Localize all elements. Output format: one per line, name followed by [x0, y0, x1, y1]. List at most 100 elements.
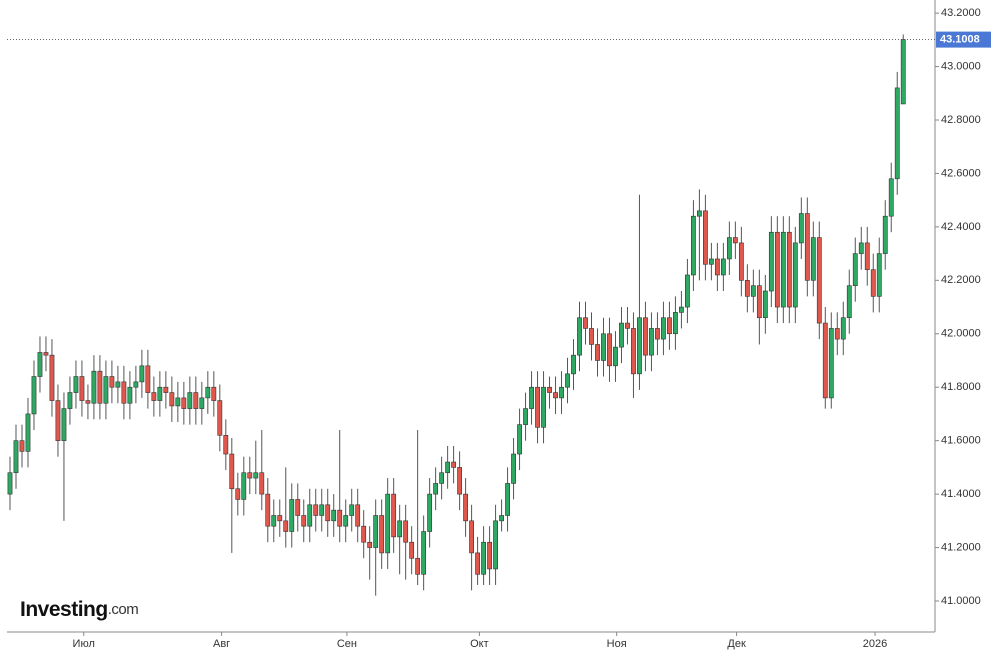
candle-body	[55, 400, 61, 441]
candle-body	[295, 499, 301, 516]
candle-body	[229, 453, 235, 490]
candle-body	[19, 440, 25, 452]
candle-body	[307, 504, 313, 527]
candle-body	[187, 392, 193, 409]
logo: Investing.com	[20, 598, 138, 621]
candle-body	[565, 373, 570, 388]
candle-body	[541, 386, 546, 428]
candle-body	[649, 328, 654, 356]
candle-body	[619, 322, 624, 348]
candle-body	[679, 306, 684, 313]
candle-body	[481, 541, 486, 575]
candle-body	[475, 552, 480, 575]
candle-body	[61, 408, 67, 441]
candle-body	[732, 237, 738, 244]
candle-body	[804, 213, 810, 281]
candle-body	[217, 400, 223, 436]
candle-body	[900, 39, 906, 105]
candle-body	[265, 493, 271, 527]
candle-body	[487, 541, 492, 570]
candle-body	[750, 285, 756, 297]
candle-body	[511, 453, 516, 484]
candle-body	[67, 392, 73, 409]
candle-body	[774, 231, 780, 308]
candle-body	[691, 215, 696, 276]
y-tick-label: 43.2000	[941, 7, 981, 19]
candle-body	[193, 392, 199, 409]
candle-body	[421, 531, 427, 575]
candle-body	[331, 509, 337, 522]
candle-body	[463, 493, 469, 522]
candle-body	[31, 376, 37, 415]
candle-body	[97, 370, 103, 404]
candle-body	[625, 322, 630, 329]
candle-body	[355, 504, 361, 527]
candle-body	[505, 483, 510, 516]
candle-body	[43, 352, 49, 356]
candle-body	[493, 520, 498, 570]
candle-body	[349, 504, 355, 516]
x-tick-label: Окт	[470, 638, 489, 650]
candle-body	[822, 322, 828, 399]
candle-body	[13, 440, 19, 474]
candle-body	[685, 274, 690, 308]
y-tick-label: 41.8000	[941, 381, 981, 393]
candle-body	[79, 376, 85, 401]
candle-body	[798, 213, 804, 244]
candle-body	[888, 178, 894, 217]
candle-body	[637, 317, 642, 375]
candle-body	[121, 381, 127, 404]
y-tick-label: 42.0000	[941, 328, 981, 340]
candle-body	[169, 392, 175, 407]
candle-body	[744, 280, 750, 297]
candle-body	[726, 237, 732, 260]
candle-body	[397, 520, 403, 538]
candle-body	[253, 472, 259, 479]
candle-body	[199, 397, 205, 409]
candle-body	[277, 515, 283, 522]
y-tick-label: 41.0000	[941, 595, 981, 607]
candle-body	[697, 210, 702, 217]
candle-body	[762, 290, 768, 319]
candle-body	[325, 504, 331, 522]
candle-body	[115, 381, 121, 388]
candle-body	[523, 408, 528, 425]
candle-body	[337, 509, 343, 527]
candle-body	[151, 392, 157, 401]
candle-body	[205, 386, 211, 399]
candle-body	[235, 488, 241, 500]
candle-body	[673, 312, 678, 335]
candle-body	[85, 400, 91, 404]
candle-body	[343, 515, 349, 527]
candle-body	[133, 381, 139, 388]
y-tick-label: 42.8000	[941, 114, 981, 126]
candle-body	[7, 472, 13, 495]
candle-body	[864, 242, 870, 270]
candle-body	[876, 253, 882, 297]
candle-body	[882, 215, 888, 254]
candle-body	[786, 231, 792, 308]
x-tick-label: Ноя	[607, 638, 627, 650]
y-tick-label: 41.6000	[941, 435, 981, 447]
candle-body	[834, 328, 840, 340]
candle-body	[702, 210, 708, 265]
candle-body	[283, 520, 289, 532]
candle-body	[259, 472, 265, 495]
candle-body	[553, 392, 558, 399]
candle-body	[846, 285, 852, 319]
candle-body	[247, 472, 253, 479]
candle-body	[583, 317, 588, 329]
candle-body	[409, 541, 415, 559]
candle-body	[91, 370, 97, 404]
candle-body	[840, 317, 846, 340]
candle-body	[457, 467, 463, 495]
candle-body	[271, 515, 277, 527]
candle-body	[858, 242, 864, 254]
y-tick-label: 42.2000	[941, 274, 981, 286]
candle-body	[415, 557, 421, 575]
candle-body	[499, 515, 504, 522]
candle-body	[667, 317, 672, 335]
candle-body	[595, 344, 600, 361]
candle-body	[241, 472, 247, 500]
